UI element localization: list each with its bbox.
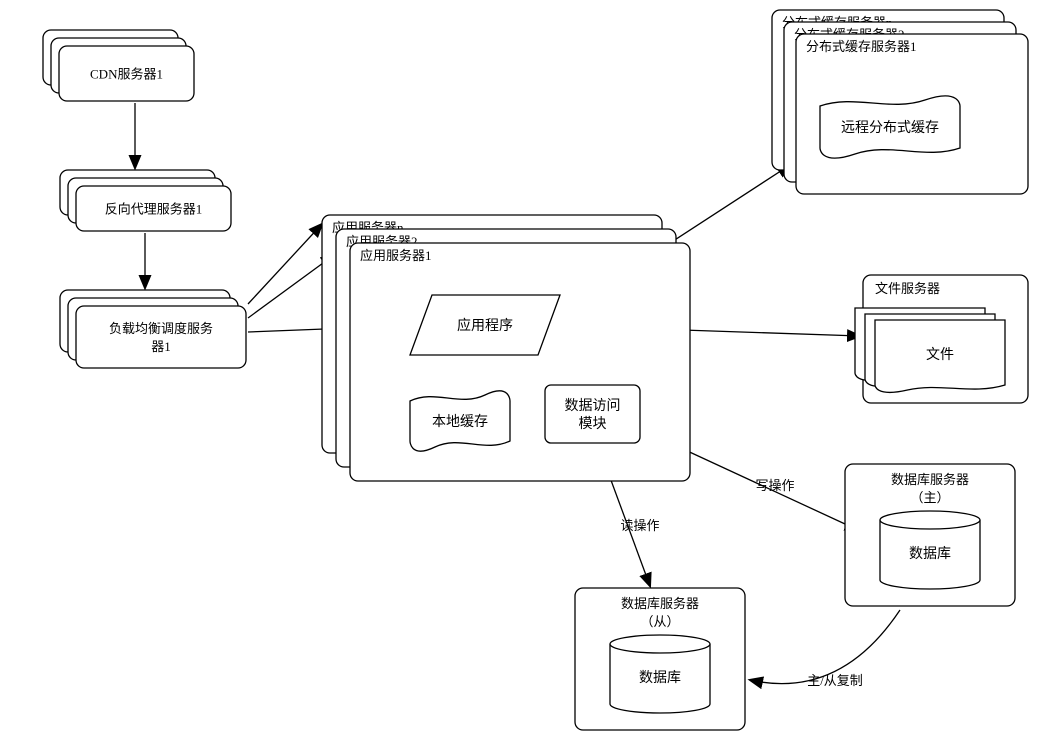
- file-docs-label: 文件: [926, 347, 954, 363]
- stack-lb-title-l1: 负载均衡调度服务: [109, 321, 213, 336]
- stack-app-card-2: [350, 243, 690, 481]
- stack-app-title-2: 应用服务器1: [360, 248, 432, 263]
- data-access-label-1: 数据访问: [565, 398, 621, 414]
- architecture-flowchart: CDN服务器1反向代理服务器1负载均衡调度服务器1应用服务器n应用服务器2应用服…: [0, 0, 1051, 748]
- local-cache-label: 本地缓存: [432, 414, 488, 430]
- edge-lb_right-app_stack2: [248, 255, 334, 318]
- db-master-cyl-top: [880, 511, 980, 529]
- db-slave-cyl-label: 数据库: [639, 670, 681, 686]
- data-access-label-2: 模块: [579, 416, 607, 432]
- stack-cdn: CDN服务器1: [43, 30, 194, 101]
- stack-db_s-title-l1: 数据库服务器: [621, 596, 699, 611]
- stack-cdn-title: CDN服务器1: [90, 67, 163, 82]
- app-program-label: 应用程序: [457, 317, 513, 334]
- stack-file-title: 文件服务器: [875, 281, 940, 296]
- stack-cache-title-2: 分布式缓存服务器1: [806, 39, 917, 54]
- stack-proxy-title: 反向代理服务器1: [105, 202, 203, 217]
- edge-lb_right-app_stack1: [248, 224, 322, 304]
- edge-label-db_master-db_slave: 主/从复制: [807, 673, 863, 688]
- stack-lb-title-l2: 器1: [151, 339, 171, 354]
- remote-cache-label: 远程分布式缓存: [841, 120, 939, 136]
- stack-lb-card-2: [76, 306, 246, 368]
- edge-label-data_access-db_master: 写操作: [755, 478, 794, 493]
- edge-label-data_access-db_slave: 读操作: [620, 518, 659, 533]
- stack-db_s-title-l2: （从）: [640, 614, 679, 629]
- stack-cache: 分布式缓存服务器n分布式缓存服务器2分布式缓存服务器1: [772, 10, 1028, 194]
- stack-lb: 负载均衡调度服务器1: [60, 290, 246, 368]
- stack-db_m-title-l2: （主）: [910, 490, 949, 505]
- db-master-cyl-label: 数据库: [909, 546, 951, 562]
- db-slave-cyl-top: [610, 635, 710, 653]
- data-access: [545, 385, 640, 443]
- stack-proxy: 反向代理服务器1: [60, 170, 231, 231]
- stack-db_m-title-l1: 数据库服务器: [891, 472, 969, 487]
